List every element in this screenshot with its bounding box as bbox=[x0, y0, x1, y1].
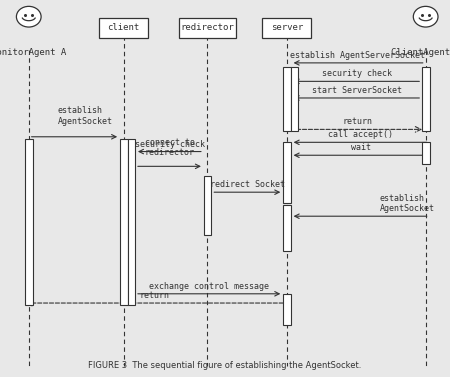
Bar bbox=[99, 18, 148, 38]
Bar bbox=[422, 142, 430, 164]
Bar bbox=[283, 143, 291, 203]
Text: exchange control message: exchange control message bbox=[149, 282, 269, 291]
Text: FIGURE 3  The sequential figure of establishing the AgentSocket.: FIGURE 3 The sequential figure of establ… bbox=[88, 360, 362, 369]
Bar bbox=[291, 67, 298, 131]
Bar bbox=[204, 176, 211, 234]
Circle shape bbox=[16, 6, 41, 27]
Text: return: return bbox=[140, 291, 170, 300]
Text: security check: security check bbox=[322, 69, 392, 78]
Text: redirect Socket: redirect Socket bbox=[210, 180, 284, 189]
Text: server: server bbox=[270, 23, 303, 32]
Bar bbox=[283, 67, 291, 131]
Text: call accept(): call accept() bbox=[328, 130, 393, 139]
Bar bbox=[283, 294, 291, 325]
Text: establish
AgentSocket: establish AgentSocket bbox=[379, 194, 434, 213]
Text: establish AgentServerSocket: establish AgentServerSocket bbox=[290, 51, 425, 60]
Bar bbox=[25, 139, 33, 305]
Text: wait: wait bbox=[351, 143, 371, 152]
Bar bbox=[120, 139, 127, 305]
Bar bbox=[262, 18, 311, 38]
Bar bbox=[422, 67, 430, 131]
Text: client: client bbox=[108, 23, 140, 32]
Bar bbox=[127, 139, 135, 305]
Text: redirector: redirector bbox=[180, 23, 234, 32]
Bar bbox=[283, 205, 291, 251]
Bar bbox=[179, 18, 236, 38]
Text: return: return bbox=[342, 117, 372, 126]
Text: ClientAgent B: ClientAgent B bbox=[391, 48, 450, 57]
Circle shape bbox=[413, 6, 438, 27]
Text: establish
AgentSocket: establish AgentSocket bbox=[58, 106, 112, 126]
Text: start ServerSocket: start ServerSocket bbox=[312, 86, 402, 95]
Text: connect to
redirector: connect to redirector bbox=[145, 138, 195, 157]
Text: MonitorAgent A: MonitorAgent A bbox=[0, 48, 67, 57]
Text: security check: security check bbox=[135, 139, 205, 149]
